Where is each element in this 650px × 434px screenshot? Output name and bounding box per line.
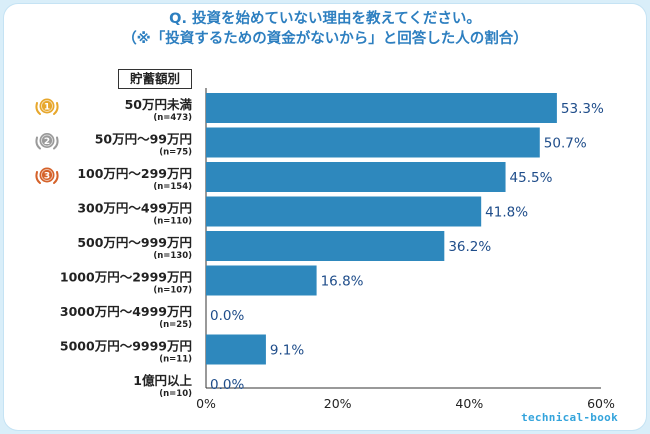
bar (206, 93, 557, 123)
sample-size-label: (n=75) (159, 148, 192, 158)
segment-badge: 貯蓄額別 (118, 69, 192, 89)
bar (206, 334, 266, 365)
bar (206, 127, 540, 158)
data-label: 41.8% (485, 205, 528, 221)
silver-medal-icon: 2 (35, 133, 59, 150)
category-label: 5000万円～9999万円 (60, 339, 192, 354)
category-label: 3000万円～4999万円 (60, 304, 192, 319)
brand-logo: technical-book (521, 411, 618, 424)
data-label: 36.2% (448, 239, 491, 255)
data-label: 50.7% (544, 136, 587, 152)
category-label: 100万円～299万円 (77, 166, 192, 181)
sample-size-label: (n=25) (159, 320, 192, 330)
data-label: 53.3% (561, 101, 604, 117)
data-label: 45.5% (510, 170, 553, 186)
x-tick-label: 0% (196, 396, 216, 411)
bar (206, 162, 506, 192)
sample-size-label: (n=110) (153, 217, 192, 227)
data-label: 0.0% (210, 308, 244, 324)
chart-title: Q. 投資を始めていない理由を教えてください。 (169, 11, 481, 27)
sample-size-label: (n=473) (153, 113, 192, 123)
svg-text:3: 3 (44, 172, 50, 182)
bar (206, 231, 445, 261)
category-label: 1億円以上 (133, 373, 192, 388)
svg-text:1: 1 (44, 103, 50, 113)
bar (206, 265, 317, 296)
category-label: 300万円～499万円 (77, 201, 192, 216)
data-label: 9.1% (270, 343, 304, 359)
gold-medal-icon: 1 (35, 98, 59, 115)
x-tick-label: 20% (324, 396, 352, 411)
sample-size-label: (n=130) (153, 251, 192, 261)
bar (206, 196, 482, 227)
bronze-medal-icon: 3 (35, 167, 59, 184)
x-tick-label: 40% (455, 396, 483, 411)
category-label: 50万円～99万円 (95, 132, 192, 147)
sample-size-label: (n=10) (159, 389, 192, 399)
sample-size-label: (n=11) (159, 355, 192, 365)
chart-subtitle: （※「投資するための資金がないから」と回答した人の割合） (122, 31, 528, 47)
sample-size-label: (n=107) (153, 286, 192, 296)
category-label: 500万円～999万円 (77, 235, 192, 250)
data-label: 16.8% (321, 274, 364, 290)
category-label: 1000万円～2999万円 (60, 270, 192, 285)
data-label: 0.0% (210, 377, 244, 393)
svg-text:2: 2 (44, 137, 50, 147)
sample-size-label: (n=154) (153, 182, 192, 192)
x-tick-label: 60% (587, 396, 615, 411)
category-label: 50万円未満 (125, 97, 193, 112)
